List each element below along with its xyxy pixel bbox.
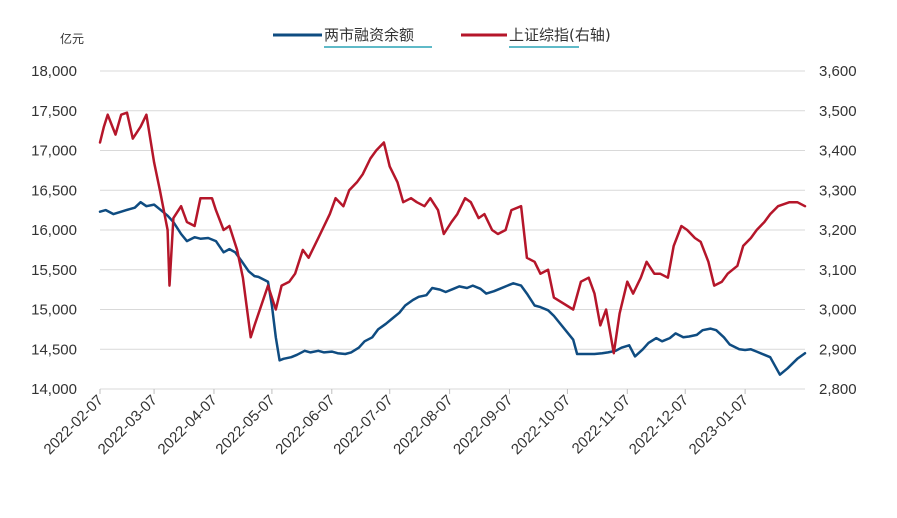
right-tick-label: 3,600 xyxy=(819,63,857,80)
right-tick-label: 2,900 xyxy=(819,341,857,358)
x-tick-label: 2022-11-07 xyxy=(569,392,634,457)
x-tick-label: 2022-08-07 xyxy=(390,392,456,458)
x-tick-label: 2022-05-07 xyxy=(212,392,278,458)
x-tick-label: 2022-12-07 xyxy=(626,392,692,458)
left-tick-label: 16,500 xyxy=(31,182,77,199)
x-axis-ticks: 2022-02-072022-03-072022-04-072022-05-07… xyxy=(41,389,752,458)
left-tick-label: 15,000 xyxy=(31,302,77,319)
x-tick-label: 2022-10-07 xyxy=(508,392,574,458)
x-tick-label: 2022-04-07 xyxy=(155,392,221,458)
series-sse-index-line xyxy=(98,111,807,355)
left-tick-label: 17,500 xyxy=(31,103,77,120)
right-tick-label: 3,400 xyxy=(819,143,857,160)
left-tick-label: 18,000 xyxy=(31,63,77,80)
right-tick-label: 2,800 xyxy=(819,381,857,398)
right-tick-label: 3,000 xyxy=(819,302,857,319)
left-axis-unit: 亿元 xyxy=(60,31,84,46)
gridlines xyxy=(100,70,805,390)
series-lines xyxy=(98,111,807,376)
x-tick-label: 2022-06-07 xyxy=(272,392,338,458)
left-tick-label: 14,000 xyxy=(31,381,77,398)
right-tick-label: 3,100 xyxy=(819,262,857,279)
right-tick-label: 3,200 xyxy=(819,222,857,239)
legend-label-margin-balance: 两市融资余额 xyxy=(324,26,414,44)
left-tick-label: 14,500 xyxy=(31,341,77,358)
legend: 两市融资余额 上证综指(右轴) xyxy=(273,26,611,48)
x-tick-label: 2022-09-07 xyxy=(450,392,516,458)
legend-label-sse-index: 上证综指(右轴) xyxy=(509,26,611,44)
left-tick-label: 15,500 xyxy=(31,262,77,279)
right-tick-label: 3,500 xyxy=(819,103,857,120)
left-tick-label: 17,000 xyxy=(31,143,77,160)
left-tick-label: 16,000 xyxy=(31,222,77,239)
x-tick-label: 2023-01-07 xyxy=(686,392,752,458)
right-tick-label: 3,300 xyxy=(819,182,857,199)
right-axis-ticks: 2,800 2,900 3,000 3,100 3,200 3,300 3,400 3,500… xyxy=(819,63,857,398)
series-margin-balance-line xyxy=(98,200,807,376)
left-axis-ticks: 14,000 14,500 15,000 15,500 16,000 16,500 17,0… xyxy=(31,63,77,398)
x-tick-label: 2022-07-07 xyxy=(330,392,396,458)
